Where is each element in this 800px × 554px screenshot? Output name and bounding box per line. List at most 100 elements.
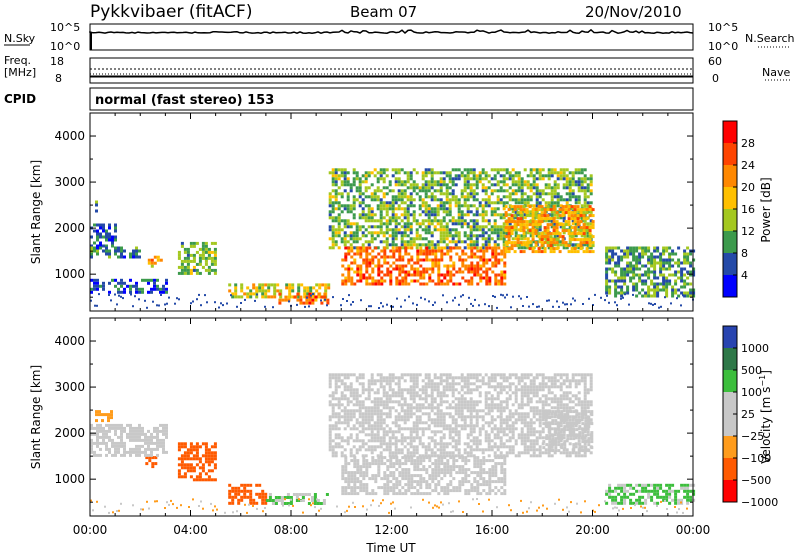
velocity-cell	[532, 421, 536, 425]
velocity-cell	[328, 424, 332, 428]
power-cell	[647, 291, 651, 295]
velocity-cell	[189, 448, 193, 452]
power-cell	[467, 282, 471, 286]
velocity-cell	[460, 406, 464, 410]
velocity-cell	[460, 397, 464, 401]
velocity-cell	[379, 454, 383, 458]
power-cell	[439, 192, 443, 196]
velocity-cell	[349, 409, 353, 413]
power-cell	[228, 283, 232, 287]
velocity-cell	[198, 472, 202, 476]
power-cell	[415, 243, 419, 247]
power-cell	[638, 252, 642, 256]
power-cell	[558, 208, 562, 212]
power-cell	[568, 192, 572, 196]
power-cell	[526, 246, 530, 250]
power-cell	[311, 301, 315, 305]
power-cell	[358, 183, 362, 187]
velocity-cell	[421, 421, 425, 425]
velocity-cell	[258, 483, 262, 487]
velocity-cell	[349, 448, 353, 452]
velocity-cell	[541, 373, 545, 377]
power-cell	[550, 204, 554, 208]
power-cell	[493, 168, 497, 172]
power-cell	[397, 204, 401, 208]
velocity-cell	[391, 451, 395, 455]
velocity-cell	[120, 453, 123, 457]
power-cell	[317, 292, 321, 296]
power-cell	[638, 291, 642, 295]
power-cell	[559, 216, 563, 220]
velocity-cell	[246, 489, 250, 493]
power-cell	[343, 189, 347, 193]
velocity-cell	[442, 415, 446, 419]
power-cell	[156, 287, 159, 291]
power-cell	[364, 177, 368, 181]
velocity-cell	[439, 376, 443, 380]
velocity-cell	[400, 373, 404, 377]
velocity-cell	[523, 391, 527, 395]
power-cell	[659, 258, 663, 262]
power-cell	[479, 249, 483, 253]
power-cell	[156, 255, 160, 259]
velocity-cell	[177, 445, 181, 449]
power-cell	[445, 183, 449, 187]
velocity-cell	[379, 382, 383, 386]
velocity-cell	[529, 439, 533, 443]
velocity-cell	[135, 435, 138, 439]
power-cell	[556, 171, 560, 175]
power-cell	[589, 177, 593, 181]
power-cell	[502, 207, 506, 211]
power-cell	[516, 238, 520, 242]
velocity-cell	[231, 486, 235, 490]
power-cell	[585, 229, 589, 233]
velocity-cell	[352, 412, 356, 416]
power-cell	[475, 186, 479, 190]
velocity-cell	[514, 442, 518, 446]
power-cell	[446, 279, 450, 283]
power-cell	[503, 273, 507, 277]
power-cell	[504, 211, 508, 215]
velocity-cell	[415, 385, 419, 389]
power-cell	[296, 292, 300, 296]
power-cell	[564, 244, 568, 248]
power-cell	[455, 252, 459, 256]
power-cell	[364, 228, 368, 232]
power-noise-cell	[604, 299, 606, 302]
power-cell	[427, 204, 431, 208]
power-cell	[370, 216, 374, 220]
power-cell	[583, 174, 587, 178]
velocity-cell	[349, 391, 353, 395]
power-cell	[543, 241, 547, 245]
power-cell	[114, 278, 117, 282]
power-cell	[662, 261, 666, 265]
power-cell	[653, 261, 657, 265]
velocity-cell	[535, 394, 539, 398]
velocity-cell	[505, 433, 509, 437]
power-cell	[314, 295, 318, 299]
power-cell	[568, 183, 572, 187]
power-cell	[135, 249, 138, 253]
power-cell	[406, 228, 410, 232]
power-cell	[394, 225, 398, 229]
velocity-cell	[526, 403, 530, 407]
velocity-cell	[529, 424, 533, 428]
power-cell	[356, 246, 360, 250]
power-cell	[582, 250, 586, 254]
velocity-cell	[532, 391, 536, 395]
power-cell	[385, 240, 389, 244]
power-cell	[213, 262, 217, 266]
power-cell	[496, 198, 500, 202]
power-cell	[586, 231, 590, 235]
freq-label: Freq.	[4, 54, 31, 67]
velocity-cell	[183, 463, 187, 467]
power-noise-cell	[628, 303, 630, 306]
velocity-cell	[445, 451, 449, 455]
power-cell	[352, 237, 356, 241]
power-cell	[246, 292, 250, 296]
power-cell	[683, 252, 687, 256]
power-noise-cell	[378, 307, 380, 309]
velocity-cell	[406, 403, 410, 407]
velocity-cell	[424, 388, 428, 392]
velocity-cell	[228, 492, 232, 496]
